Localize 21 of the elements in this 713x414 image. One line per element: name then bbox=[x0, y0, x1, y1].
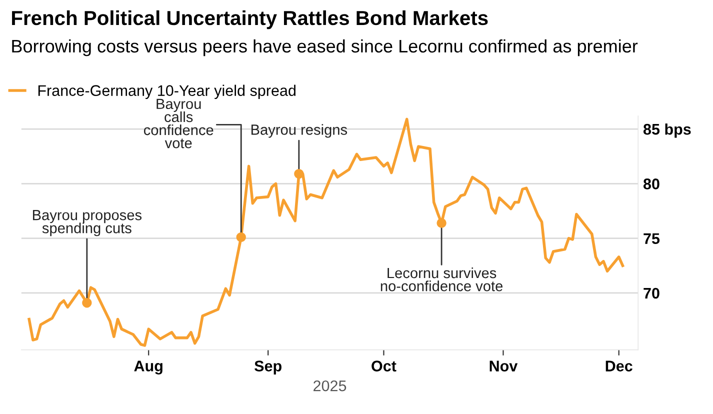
y-tick-label: 75 bbox=[644, 233, 660, 244]
chart-subtitle: Borrowing costs versus peers have eased since Lecornu confirmed as premier bbox=[12, 39, 638, 56]
point bbox=[236, 232, 246, 242]
annotation: Bayrou proposes spending cuts bbox=[32, 210, 142, 236]
point bbox=[82, 298, 92, 308]
x-tick-label: Dec bbox=[606, 360, 632, 372]
x-tick-label: Oct bbox=[372, 360, 396, 372]
x-tick-label: Aug bbox=[134, 360, 162, 374]
legend-label: France-Germany 10-Year yield spread bbox=[38, 84, 296, 100]
chart-title: French Political Uncertainty Rattles Bond Markets bbox=[12, 10, 488, 30]
x-tick-label: Nov bbox=[490, 360, 518, 372]
point bbox=[294, 168, 304, 179]
annotation: Lecornu survives no-confidence vote bbox=[380, 267, 503, 292]
y-tick-label: 70 bbox=[644, 288, 660, 299]
x-axis-title: 2025 bbox=[314, 380, 346, 392]
y-tick-label: 85 bps bbox=[643, 124, 691, 138]
annotation: Bayrou resigns bbox=[251, 124, 348, 138]
y-tick-label: 80 bbox=[643, 178, 660, 190]
x-tick-label: Sep bbox=[254, 360, 282, 374]
annotation: Bayrou calls confidence vote bbox=[144, 98, 214, 148]
point bbox=[436, 218, 446, 228]
